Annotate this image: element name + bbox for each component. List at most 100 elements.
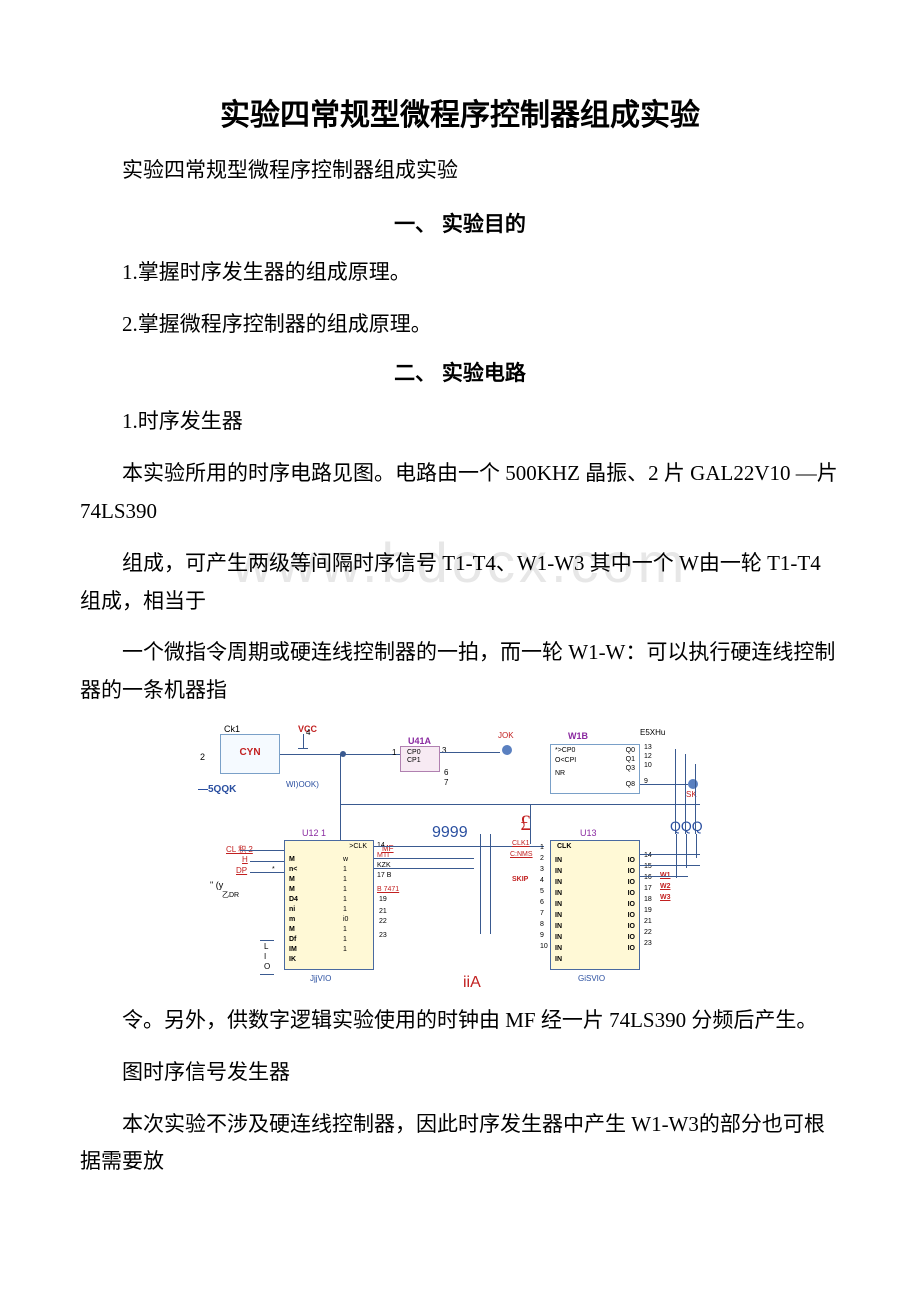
wire xyxy=(303,734,304,748)
ck1-label: Ck1 xyxy=(224,724,240,734)
document-content: 实验四常规型微程序控制器组成实验 实验四常规型微程序控制器组成实验 一、 实验目… xyxy=(80,90,840,1181)
u13-left-pins: 12345678910 xyxy=(540,842,548,952)
gisvio-label: GiSVIO xyxy=(578,974,605,983)
pin-label: 17 B xyxy=(377,872,391,879)
paragraph: 图时序信号发生器 xyxy=(80,1054,840,1092)
wire xyxy=(250,861,284,862)
u41a-block: CP0 CP1 xyxy=(400,746,440,772)
circuit-diagram: Ck1 VCC 4 CYN 2 —5QQK WI)OOK) U41A CP0 C… xyxy=(80,724,840,994)
wire xyxy=(240,850,284,851)
wire xyxy=(374,868,474,869)
wire xyxy=(640,784,688,785)
wire xyxy=(480,834,481,934)
wire xyxy=(490,834,491,934)
paragraph: 本实验所用的时序电路见图。电路由一个 500KHZ 晶振、2 片 GAL22V1… xyxy=(80,455,840,531)
dp-label: DP xyxy=(236,866,247,875)
pin-label: 19 xyxy=(379,896,387,903)
text: 本实验所用的时序电路见图。电路由一个 500KHZ 晶振、2 片 GAL22V1… xyxy=(80,455,840,531)
wire xyxy=(685,754,686,834)
subtitle: 实验四常规型微程序控制器组成实验 xyxy=(80,152,840,190)
wire xyxy=(340,754,341,844)
text: 一个微指令周期或硬连线控制器的一拍，而一轮 W1-W：可以执行硬连线控制器的一条… xyxy=(80,634,840,710)
cyn-text: CYN xyxy=(221,735,279,758)
pin-label: 22 xyxy=(379,918,387,925)
pin-label: 7 xyxy=(444,778,448,787)
paragraph: 令。另外，供数字逻辑实验使用的时钟由 MF 经一片 74LS390 分频后产生。 xyxy=(80,1002,840,1040)
u12-chip: >CLK Mn<MMD4nimMDfIMIK w11111i0111 xyxy=(284,840,374,970)
pin-label: 6 xyxy=(444,768,448,777)
wire xyxy=(374,858,474,859)
wire xyxy=(676,834,677,878)
wire xyxy=(340,804,700,805)
clk-r-label: CLK xyxy=(557,843,571,851)
pin-label: 23 xyxy=(379,932,387,939)
wire xyxy=(640,865,700,866)
wire xyxy=(695,764,696,834)
pin-label: 3 xyxy=(442,746,446,755)
paragraph: 1.时序发生器 xyxy=(80,403,840,441)
wire xyxy=(260,974,274,975)
h-label: H xyxy=(242,855,248,864)
paragraph: 本次实验不涉及硬连线控制器，因此时序发生器中产生 W1-W3的部分也可根据需要放 xyxy=(80,1106,840,1182)
section-1-heading: 一、 实验目的 xyxy=(80,208,840,238)
5qqk-label: —5QQK xyxy=(198,784,236,795)
cnms-label: C:NMS xyxy=(510,851,533,858)
cp0-label: CP0 xyxy=(401,747,439,757)
page-title: 实验四常规型微程序控制器组成实验 xyxy=(80,90,840,134)
u13-in-col: ININININININININININ xyxy=(555,855,562,965)
i-label: I xyxy=(264,952,266,961)
pin-label: 10 xyxy=(644,762,652,769)
u41a-label: U41A xyxy=(408,736,431,746)
w3-label: W3 xyxy=(660,894,671,901)
jjvio-label: JjjVIO xyxy=(310,974,331,983)
wire xyxy=(640,854,700,855)
wijook-label: WI)OOK) xyxy=(286,780,319,789)
cyn-block: CYN xyxy=(220,734,280,774)
wire xyxy=(298,748,308,749)
skip-label: SKIP xyxy=(512,876,528,883)
jok-label: JOK xyxy=(498,731,514,740)
pin-label: 21 xyxy=(379,908,387,915)
wire xyxy=(675,749,676,834)
wire xyxy=(686,834,687,868)
wire xyxy=(250,872,284,873)
clk-label: >CLK xyxy=(349,843,367,851)
wire xyxy=(530,804,531,844)
paragraph: 一个微指令周期或硬连线控制器的一拍，而一轮 W1-W：可以执行硬连线控制器的一条… xyxy=(80,634,840,710)
q3-label: Q3 xyxy=(626,765,635,773)
b7471-label: B 7471 xyxy=(377,886,399,893)
pin-label: 12 xyxy=(644,753,652,760)
pin-label: 2 xyxy=(200,752,205,762)
l-label: L xyxy=(264,942,268,951)
pin-label: 4 xyxy=(306,728,310,737)
u12-mid-col: w11111i0111 xyxy=(343,855,348,955)
u12-label: U12 1 xyxy=(302,828,326,838)
pin-label: 13 xyxy=(644,744,652,751)
section-2-heading: 二、 实验电路 xyxy=(80,357,840,387)
u12-left-col: Mn<MMD4nimMDfIMIK xyxy=(289,855,298,965)
paragraph: 组成，可产生两级等间隔时序信号 T1-T4、W1-W3 其中一个 W由一轮 T1… xyxy=(80,545,840,621)
paragraph: 1.掌握时序发生器的组成原理。 xyxy=(80,254,840,292)
wire xyxy=(440,752,500,753)
u13-io-col: IOIOIOIOIOIOIOIOIO xyxy=(628,855,635,954)
w1b-label: W1B xyxy=(568,731,588,741)
o-label: O xyxy=(264,962,270,971)
cp1-label: CP1 xyxy=(401,757,439,765)
wire xyxy=(640,876,688,877)
ld-label: 乙DR xyxy=(222,890,239,900)
pin-label: 1 xyxy=(392,748,396,757)
wire xyxy=(696,834,697,858)
sk-dot xyxy=(688,779,698,789)
q0-label: Q0 xyxy=(626,747,635,755)
u13-label: U13 xyxy=(580,828,597,838)
nines-label: 9999 xyxy=(432,824,468,842)
iia-label: iiA xyxy=(463,974,481,992)
w1b-block: *>CP0 O<CPI NR Q0 Q1 Q3 Q8 xyxy=(550,744,640,794)
wire xyxy=(260,940,274,941)
paragraph: 2.掌握微程序控制器的组成原理。 xyxy=(80,306,840,344)
q8-label: Q8 xyxy=(626,781,635,789)
u13-chip: CLK ININININININININININ IOIOIOIOIOIOIOI… xyxy=(550,840,640,970)
y-label: " (y xyxy=(210,880,223,890)
e5x-label: E5XHu xyxy=(640,728,665,737)
diagram-canvas: Ck1 VCC 4 CYN 2 —5QQK WI)OOK) U41A CP0 C… xyxy=(180,724,740,994)
